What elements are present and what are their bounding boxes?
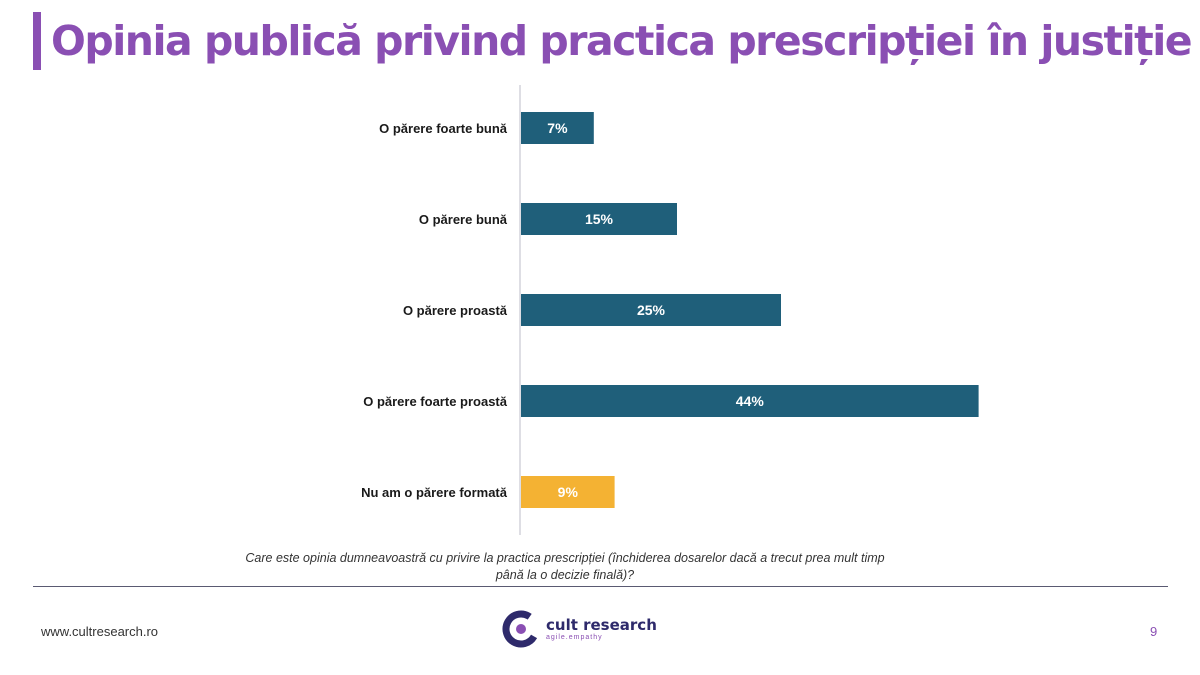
survey-question: Care este opinia dumneavoastră cu privir… (160, 550, 970, 584)
cult-research-logo: cult research agile.empathy (502, 610, 657, 648)
category-label: O părere proastă (403, 303, 508, 318)
survey-question-line-2: până la o decizie finală)? (495, 568, 635, 582)
bar (521, 476, 615, 508)
category-label: O părere bună (419, 212, 508, 227)
survey-question-line-1: Care este opinia dumneavoastră cu privir… (245, 551, 885, 565)
data-label: 15% (585, 211, 614, 227)
bar (521, 385, 979, 417)
category-label: O părere foarte bună (379, 121, 508, 136)
page-number: 9 (1150, 624, 1158, 639)
logo-name: cult research (546, 615, 657, 634)
title-accent-bar (33, 12, 41, 70)
data-label: 44% (736, 393, 765, 409)
data-label: 25% (637, 302, 666, 318)
logo-tagline: agile.empathy (546, 633, 603, 641)
data-label: 9% (558, 484, 579, 500)
data-label: 7% (547, 120, 568, 136)
title-block: Opinia publică privind practica prescrip… (33, 12, 1193, 70)
bar (521, 203, 677, 235)
logo-c-icon (502, 610, 540, 648)
bar-chart: O părere foarte bună 7% O părere bună 15% O … (361, 85, 979, 535)
page-title: Opinia publică privind practica prescrip… (51, 17, 1193, 65)
website-link[interactable]: www.cultresearch.ro (41, 624, 159, 639)
bar (521, 294, 781, 326)
category-label: O părere foarte proastă (363, 394, 508, 409)
category-label: Nu am o părere formată (361, 485, 508, 500)
bar (521, 112, 594, 144)
footer-divider (33, 586, 1168, 587)
